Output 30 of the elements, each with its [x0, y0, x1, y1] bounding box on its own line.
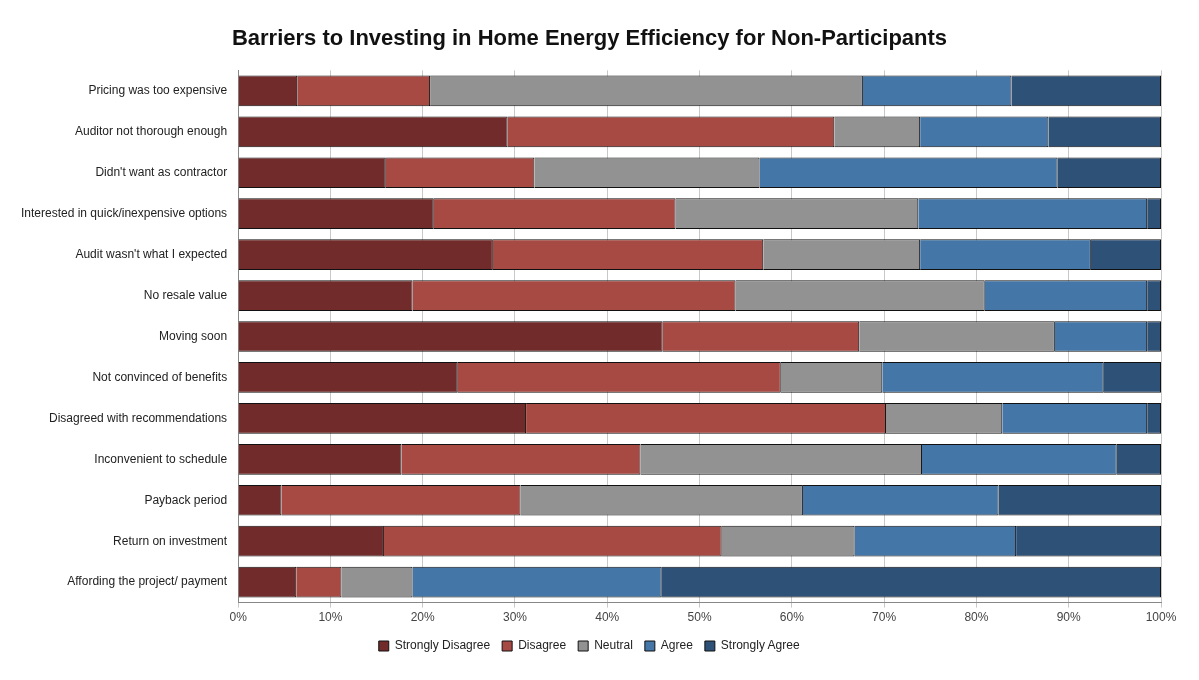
y-tick-label: Affording the project/ payment [67, 574, 228, 589]
y-tick-label: Return on investment [113, 533, 228, 548]
x-tick-label: 10% [318, 610, 343, 625]
x-tick-label: 100% [1145, 610, 1177, 625]
legend-label: Disagree [518, 638, 567, 653]
legend-label: Strongly Agree [720, 638, 800, 653]
y-tick-label: Moving soon [159, 328, 228, 343]
legend-label: Agree [660, 638, 694, 653]
x-tick-label: 30% [502, 610, 528, 625]
y-tick-label: Disagreed with recommendations [49, 410, 228, 425]
y-tick-label: Audit wasn't what I expected [75, 246, 228, 261]
x-tick-label: 60% [779, 610, 805, 625]
y-tick-label: Pricing was too expensive [88, 83, 228, 98]
y-tick-label: Inconvenient to schedule [94, 451, 228, 466]
x-tick-label: 0% [229, 610, 248, 625]
legend-label: Neutral [594, 638, 633, 653]
y-tick-label: No resale value [143, 287, 228, 302]
x-tick-label: 90% [1056, 610, 1082, 625]
chart-title: Barriers to Investing in Home Energy Efficiency for Non-Participants [231, 25, 948, 51]
x-tick-label: 80% [964, 610, 989, 625]
y-tick-label: Not convinced of benefits [92, 369, 228, 384]
legend-label: Strongly Disagree [394, 638, 491, 653]
y-tick-label: Interested in quick/inexpensive options [20, 206, 228, 220]
y-tick-label: Auditor not thorough enough [75, 124, 228, 139]
x-tick-label: 50% [687, 610, 712, 625]
y-tick-label: Didn't want as contractor [95, 165, 228, 180]
x-tick-label: 40% [595, 610, 620, 625]
x-tick-label: 20% [410, 610, 436, 625]
x-tick-label: 70% [872, 610, 897, 625]
y-tick-label: Payback period [144, 492, 228, 507]
